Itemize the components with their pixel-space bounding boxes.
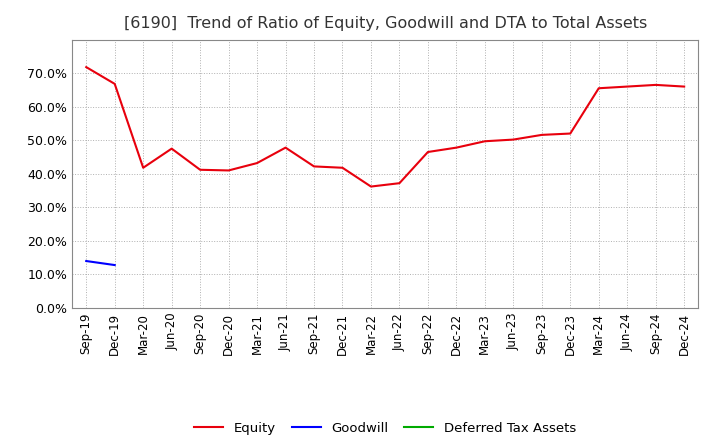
Equity (310, 164, 318, 169)
Equity (196, 167, 204, 172)
Equity (82, 65, 91, 70)
Title: [6190]  Trend of Ratio of Equity, Goodwill and DTA to Total Assets: [6190] Trend of Ratio of Equity, Goodwil… (124, 16, 647, 32)
Equity (452, 145, 461, 150)
Equity (652, 82, 660, 88)
Equity (338, 165, 347, 170)
Equity (509, 137, 518, 142)
Goodwill (82, 258, 91, 264)
Equity (595, 86, 603, 91)
Equity (680, 84, 688, 89)
Goodwill (110, 262, 119, 268)
Equity (139, 165, 148, 170)
Equity (395, 180, 404, 186)
Equity (537, 132, 546, 138)
Line: Equity: Equity (86, 67, 684, 187)
Equity (225, 168, 233, 173)
Equity (566, 131, 575, 136)
Legend: Equity, Goodwill, Deferred Tax Assets: Equity, Goodwill, Deferred Tax Assets (189, 417, 582, 440)
Equity (366, 184, 375, 189)
Equity (167, 146, 176, 151)
Equity (282, 145, 290, 150)
Equity (110, 81, 119, 87)
Equity (253, 161, 261, 166)
Equity (480, 139, 489, 144)
Equity (423, 149, 432, 154)
Line: Goodwill: Goodwill (86, 261, 114, 265)
Equity (623, 84, 631, 89)
